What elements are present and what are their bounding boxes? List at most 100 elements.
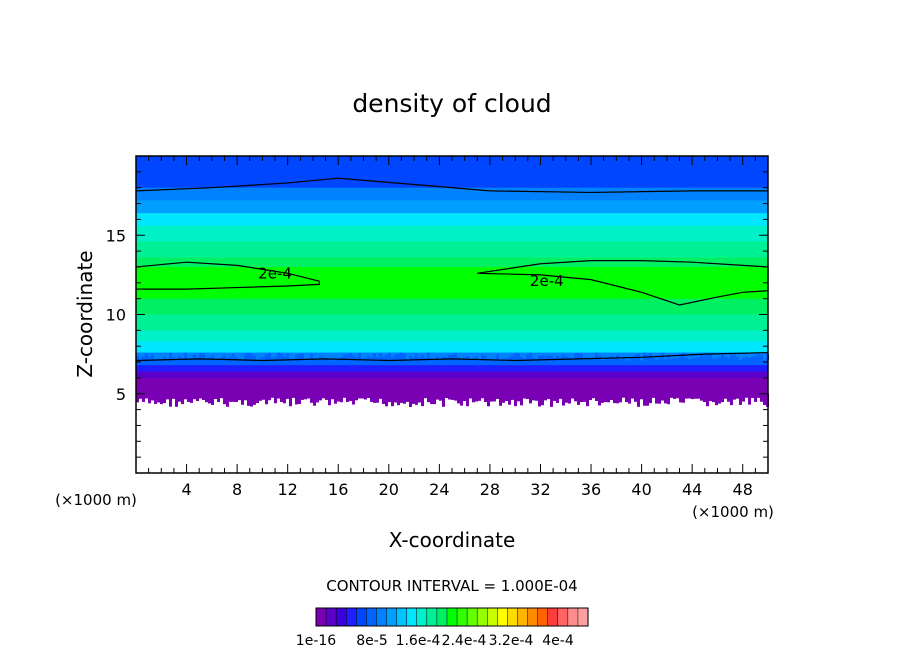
cloud-base-cell xyxy=(595,393,598,402)
cloud-base-cell xyxy=(529,393,532,404)
cloud-base-cell xyxy=(226,393,229,407)
cloud-base-cell xyxy=(436,393,439,400)
cloud-top-cell xyxy=(334,359,337,361)
cloud-base-cell xyxy=(634,393,637,402)
cloud-base-cell xyxy=(700,393,703,401)
cloud-base-cell xyxy=(259,393,262,401)
cloud-top-cell xyxy=(505,358,508,361)
colorbar-swatch xyxy=(577,607,589,627)
cloud-top-cell xyxy=(685,357,688,361)
cloud-base-cell xyxy=(373,393,376,403)
contour-line-1 xyxy=(135,261,320,290)
cloud-base-cell xyxy=(184,393,187,400)
cloud-top-cell xyxy=(667,354,670,361)
cloud-top-cell xyxy=(178,356,181,361)
cloud-top-cell xyxy=(475,356,478,361)
cloud-top-cell xyxy=(688,359,691,361)
cloud-top-cell xyxy=(523,358,526,361)
cloud-base-cell xyxy=(655,393,658,404)
x-tick-label: 36 xyxy=(581,480,601,499)
field-band-13 xyxy=(136,360,768,366)
cloud-base-cell xyxy=(163,393,166,404)
cloud-base-cell xyxy=(745,393,748,398)
cloud-base-cell xyxy=(763,393,766,405)
cloud-top-cell xyxy=(313,359,316,361)
colorbar-swatch xyxy=(325,607,337,627)
cloud-top-cell xyxy=(253,355,256,361)
cloud-base-cell xyxy=(322,393,325,399)
colorbar-swatch xyxy=(426,607,438,627)
cloud-base-cell xyxy=(448,393,451,400)
y-tick-labels: 5 10 15 xyxy=(106,226,126,404)
cloud-top-cell xyxy=(193,354,196,361)
contour-label-0: 2e-4 xyxy=(258,264,292,282)
cloud-top-cell xyxy=(544,355,547,361)
y-tick-label: 10 xyxy=(106,306,126,325)
cloud-base-cell xyxy=(574,393,577,402)
cloud-top-cell xyxy=(139,358,142,361)
cloud-base-cell xyxy=(298,393,301,404)
cloud-base-cell xyxy=(598,393,601,406)
cloud-base-cell xyxy=(532,393,535,401)
cloud-base-cell xyxy=(370,393,373,402)
cloud-top-cell xyxy=(220,357,223,361)
y-tick-label: 5 xyxy=(116,385,126,404)
colorbar-swatch xyxy=(567,607,579,627)
cloud-base-cell xyxy=(724,393,727,399)
cloud-top-cell xyxy=(754,356,757,361)
contour-line-3 xyxy=(135,351,769,362)
colorbar-label: 1e-16 xyxy=(296,633,336,649)
cloud-top-cell xyxy=(484,356,487,361)
field-band-1 xyxy=(136,187,768,201)
cloud-base-cell xyxy=(304,393,307,400)
cloud-base-cell xyxy=(349,393,352,401)
cloud-base-cell xyxy=(397,393,400,406)
cloud-top-cell xyxy=(382,356,385,361)
cloud-base-cell xyxy=(172,393,175,399)
colorbar-swatch xyxy=(345,607,357,627)
cloud-base-cell xyxy=(490,393,493,402)
cloud-top-cell xyxy=(274,356,277,361)
cloud-top-cell xyxy=(604,359,607,361)
cloud-base-cell xyxy=(625,393,628,403)
cloud-base-cell xyxy=(520,393,523,406)
cloud-top-cell xyxy=(715,358,718,361)
cloud-base-cell xyxy=(145,393,148,399)
cloud-top-cell xyxy=(388,352,391,361)
cloud-base-cell xyxy=(505,393,508,401)
cloud-base-cell xyxy=(571,393,574,399)
field-band-8 xyxy=(136,298,768,315)
cloud-base-cell xyxy=(151,393,154,401)
cloud-top-cell xyxy=(520,357,523,361)
colorbar-label: 1.6e-4 xyxy=(396,633,441,649)
cloud-base-cell xyxy=(271,393,274,398)
cloud-base-cell xyxy=(751,393,754,398)
cloud-base-cell xyxy=(190,393,193,403)
cloud-base-cell xyxy=(301,393,304,400)
cloud-top-cell xyxy=(514,352,517,361)
field-band-11 xyxy=(136,341,768,354)
colorbar-swatch xyxy=(456,607,468,627)
cloud-base-cell xyxy=(244,393,247,401)
cloud-base-cell xyxy=(217,393,220,402)
field-band-14 xyxy=(136,365,768,373)
cloud-base-cell xyxy=(583,393,586,402)
field-band-2 xyxy=(136,200,768,214)
cloud-base-cell xyxy=(676,393,679,399)
cloud-top-cell xyxy=(658,357,661,361)
cloud-base-cell xyxy=(496,393,499,399)
colorbar-swatch xyxy=(416,607,428,627)
cloud-top-cell xyxy=(664,359,667,361)
cloud-base-cell xyxy=(205,393,208,403)
cloud-base-cell xyxy=(406,393,409,402)
cloud-top-cell xyxy=(337,359,340,361)
cloud-base-cell xyxy=(748,393,751,405)
cloud-top-cell xyxy=(409,356,412,361)
cloud-base-cell xyxy=(283,393,286,404)
cloud-top-cell xyxy=(556,355,559,361)
cloud-base-cell xyxy=(280,393,283,403)
cloud-base-cell xyxy=(703,393,706,403)
cloud-base-cell xyxy=(523,393,526,399)
cloud-base-cell xyxy=(334,393,337,404)
cloud-top-cell xyxy=(373,353,376,361)
